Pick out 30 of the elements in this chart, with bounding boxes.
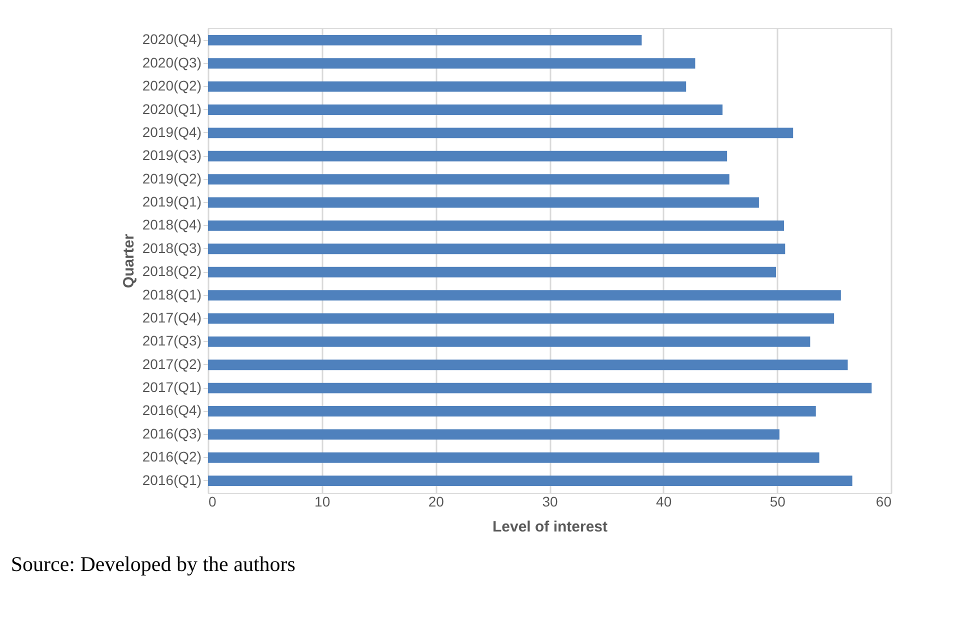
y-tick-label: 2019(Q3) <box>142 147 202 164</box>
y-tick-label: 2017(Q3) <box>142 332 202 349</box>
x-tick-label: 50 <box>770 494 786 510</box>
y-tick-label: 2020(Q2) <box>142 78 202 94</box>
y-tick-label: 2018(Q4) <box>142 216 202 233</box>
x-axis-title: Level of interest <box>492 518 608 536</box>
source-note: Source: Developed by the authors <box>10 552 296 576</box>
x-tick-label: 40 <box>656 494 672 510</box>
y-tick-label: 2016(Q4) <box>142 402 202 418</box>
y-tick-label: 2017(Q1) <box>142 379 202 396</box>
y-tick-label: 2020(Q4) <box>142 31 202 48</box>
y-tick-label: 2017(Q2) <box>142 356 202 372</box>
y-tick-label: 2020(Q3) <box>142 54 202 70</box>
y-tick-label: 2019(Q2) <box>142 170 202 186</box>
y-tick-label: 2016(Q3) <box>142 425 202 442</box>
y-tick-label: 2016(Q2) <box>142 448 202 465</box>
y-axis-title: Quarter <box>120 234 138 288</box>
x-tick-label: 60 <box>876 494 892 510</box>
x-tick-label: 30 <box>542 494 558 510</box>
x-tick-label: 10 <box>314 494 330 510</box>
y-tick-label: 2016(Q1) <box>142 472 202 488</box>
y-tick-label: 2018(Q3) <box>142 240 202 256</box>
y-tick-label: 2018(Q2) <box>142 263 202 280</box>
x-tick-label: 20 <box>428 494 444 510</box>
y-tick-label: 2019(Q4) <box>142 124 202 140</box>
y-tick-label: 2018(Q1) <box>142 286 202 302</box>
y-tick-label: 2020(Q1) <box>142 100 202 117</box>
y-tick-label: 2017(Q4) <box>142 309 202 326</box>
y-tick-label: 2019(Q1) <box>142 194 202 210</box>
x-tick-label: 0 <box>208 494 216 510</box>
